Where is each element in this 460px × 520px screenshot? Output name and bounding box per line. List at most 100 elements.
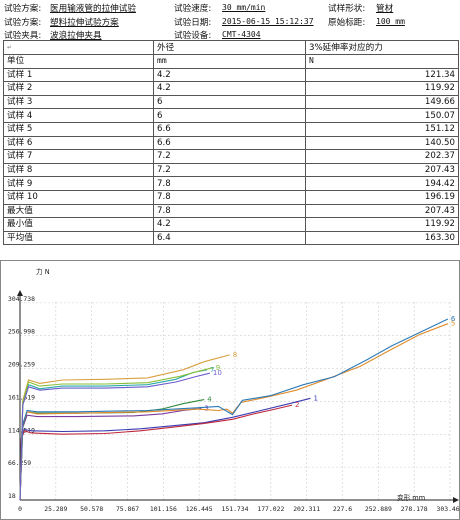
y-tick-label: 256.998 bbox=[8, 328, 35, 336]
fixture-label: 试验夹具: bbox=[4, 31, 42, 41]
table-row: 试样 9 7.8 194.42 bbox=[3, 176, 459, 191]
y-tick-label: 66.259 bbox=[8, 459, 31, 467]
test-info-header: 试验方案: 医用输液管的拉伸试验 试验速度: 30 mm/min 试样形状: 管… bbox=[4, 0, 456, 43]
series-label: 6 bbox=[451, 315, 456, 323]
series-line bbox=[19, 323, 449, 501]
x-tick-label: 303.467 bbox=[437, 505, 460, 513]
chart-frame bbox=[0, 260, 460, 520]
table-unit-row: 单位 mm N bbox=[3, 54, 459, 69]
force-cell: 150.07 bbox=[305, 108, 459, 123]
unit-force: N bbox=[305, 54, 459, 69]
info-row-3: 试验夹具: 波浪拉伸夹具 试验设备: CMT-4304 bbox=[4, 29, 456, 43]
unit-label: 单位 bbox=[3, 54, 154, 69]
table-row: 试样 7 7.2 202.37 bbox=[3, 149, 459, 164]
table-row: 试样 4 6 150.07 bbox=[3, 108, 459, 123]
force-cell: 194.42 bbox=[305, 176, 459, 191]
device-label: 试验设备: bbox=[174, 31, 212, 41]
force-cell: 119.92 bbox=[305, 217, 459, 232]
results-table: ↵ 外径 3%延伸率对应的力 单位 mm N 试样 1 4.2 121.34 试样 2… bbox=[3, 40, 459, 246]
gauge-label: 原始标距: bbox=[328, 18, 366, 28]
diameter-cell: 7.8 bbox=[153, 189, 306, 205]
series-label: 9 bbox=[216, 364, 220, 372]
x-tick-label: 75.867 bbox=[116, 505, 139, 513]
diameter-cell: 7.2 bbox=[153, 162, 306, 178]
force-deformation-chart: 0 25.289 50.578 75.867 101.156 126.445 151.734… bbox=[0, 260, 460, 520]
series-label: 1 bbox=[313, 394, 317, 402]
series-label: 4 bbox=[207, 396, 212, 404]
diameter-cell: 7.2 bbox=[153, 149, 306, 164]
plan-value: 医用输液管的拉伸试验 bbox=[50, 4, 136, 14]
gauge-value: 100 mm bbox=[376, 17, 405, 26]
table-row: 试样 5 6.6 151.12 bbox=[3, 121, 459, 137]
force-cell: 121.34 bbox=[305, 67, 459, 83]
series-label: 3 bbox=[204, 404, 208, 412]
sample-name-cell: 试样 3 bbox=[3, 94, 154, 110]
x-tick-label: 126.445 bbox=[186, 505, 213, 513]
x-tick-label: 0 bbox=[18, 505, 22, 513]
chart-svg: 0 25.289 50.578 75.867 101.156 126.445 151.734… bbox=[0, 260, 460, 520]
x-tick-label: 25.289 bbox=[44, 505, 67, 513]
sample-name-cell: 试样 4 bbox=[3, 108, 154, 123]
table-row: 试样 1 4.2 121.34 bbox=[3, 67, 459, 83]
x-tick-label: 50.578 bbox=[80, 505, 103, 513]
y-axis-label: 力 N bbox=[36, 267, 50, 276]
chart-grid bbox=[20, 302, 451, 501]
fixture-value: 波浪拉伸夹具 bbox=[50, 31, 102, 41]
x-tick-label: 151.734 bbox=[222, 505, 249, 513]
x-tick-label: 177.022 bbox=[257, 505, 284, 513]
force-cell: 149.66 bbox=[305, 94, 459, 110]
table-row: 平均值 6.4 163.30 bbox=[3, 230, 459, 246]
x-tick-label: 278.178 bbox=[401, 505, 428, 513]
table-row: 最大值 7.8 207.43 bbox=[3, 203, 459, 219]
series-label: 2 bbox=[295, 401, 299, 409]
diameter-cell: 4.2 bbox=[153, 81, 306, 96]
force-cell: 196.19 bbox=[305, 189, 459, 205]
table-row: 试样 3 6 149.66 bbox=[3, 94, 459, 110]
x-tick-label: 101.156 bbox=[150, 505, 177, 513]
sample-name-cell: 试样 9 bbox=[3, 176, 154, 191]
speed-value: 30 mm/min bbox=[222, 3, 266, 12]
speed-label: 试验速度: bbox=[174, 4, 212, 14]
paragraph-mark: ↵ bbox=[7, 44, 13, 51]
sample-name-cell: 试样 5 bbox=[3, 121, 154, 137]
table-row: 试样 2 4.2 119.92 bbox=[3, 81, 459, 96]
diameter-cell: 7.8 bbox=[153, 203, 306, 219]
plan-label: 试验方案: bbox=[4, 4, 42, 14]
series-label: 5 bbox=[451, 320, 455, 328]
device-value: CMT-4304 bbox=[222, 30, 261, 39]
force-cell: 202.37 bbox=[305, 149, 459, 164]
table-row: 最小值 4.2 119.92 bbox=[3, 217, 459, 232]
diameter-cell: 7.8 bbox=[153, 176, 306, 191]
header-force: 3%延伸率对应的力 bbox=[305, 40, 459, 55]
diameter-cell: 6.4 bbox=[153, 230, 306, 246]
table-header-row: ↵ 外径 3%延伸率对应的力 bbox=[3, 40, 459, 55]
x-tick-label: 227.6 bbox=[333, 505, 352, 513]
series-line bbox=[19, 404, 293, 501]
date-value: 2015-06-15 15:12:37 bbox=[222, 17, 314, 26]
header-corner-cell: ↵ bbox=[3, 40, 154, 55]
sample-name-cell: 试样 6 bbox=[3, 135, 154, 151]
date-label: 试验日期: bbox=[174, 18, 212, 28]
y-tick-label: 209.259 bbox=[8, 361, 35, 369]
diameter-cell: 6 bbox=[153, 94, 306, 110]
series-label: 10 bbox=[213, 369, 222, 377]
plan2-value: 塑料拉伸试验方案 bbox=[50, 18, 119, 28]
sample-name-cell: 试样 1 bbox=[3, 67, 154, 83]
diameter-cell: 4.2 bbox=[153, 217, 306, 232]
sample-name-cell: 试样 10 bbox=[3, 189, 154, 205]
shape-label: 试样形状: bbox=[328, 4, 366, 14]
x-tick-label: 252.889 bbox=[365, 505, 392, 513]
chart-ticks: 0 25.289 50.578 75.867 101.156 126.445 151.734… bbox=[8, 295, 460, 513]
sample-name-cell: 最大值 bbox=[3, 203, 154, 219]
sample-name-cell: 试样 7 bbox=[3, 149, 154, 164]
table-row: 试样 10 7.8 196.19 bbox=[3, 189, 459, 205]
series-line bbox=[19, 354, 230, 501]
sample-name-cell: 最小值 bbox=[3, 217, 154, 232]
diameter-cell: 4.2 bbox=[153, 67, 306, 83]
y-tick-label: 304.738 bbox=[8, 295, 35, 303]
series-line bbox=[19, 367, 213, 501]
x-axis-arrow bbox=[453, 497, 459, 503]
series-label: 7 bbox=[210, 366, 214, 374]
series-line bbox=[19, 372, 211, 501]
